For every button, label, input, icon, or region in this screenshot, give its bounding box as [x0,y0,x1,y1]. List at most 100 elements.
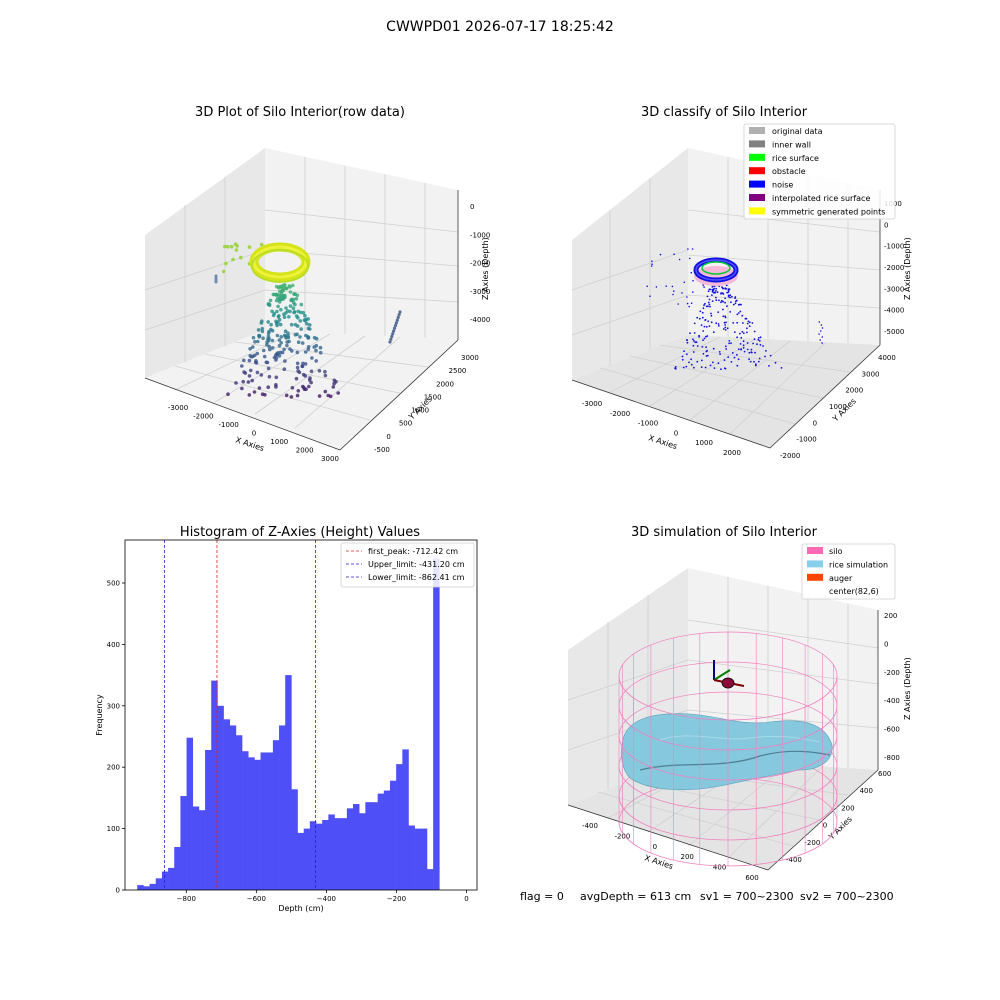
noise-point [748,358,750,361]
raw-point [255,370,260,375]
raw-point [279,341,284,345]
noise-point [818,333,820,335]
histogram-y-tick: 100 [107,825,120,833]
noise-point [736,364,739,367]
noise-point [717,311,720,313]
classify-y-tick: 1000 [829,403,847,411]
noise-point [743,350,746,353]
noise-point [745,317,748,320]
raw-point [285,343,289,348]
raw-point [293,322,298,327]
histogram-x-tick: −800 [177,895,196,903]
page-title: CWWPD01 2026-07-17 18:25:42 [386,19,614,35]
noise-point [711,286,714,288]
histogram-y-tick: 200 [107,764,120,772]
raw-point [323,369,327,374]
noise-point [702,307,705,310]
classify-x-axis [571,379,771,449]
raw-point [275,309,279,314]
legend-label: noise [772,181,793,190]
noise-point [740,336,743,339]
noise-point [707,290,710,293]
noise-point [692,351,695,353]
noise-point [698,317,701,320]
noise-point [746,322,749,325]
raw-point [392,329,396,333]
noise-point [693,366,695,369]
noise-point [712,361,714,364]
histogram-bar [211,680,218,890]
noise-point [742,322,744,324]
noise-point [736,336,738,339]
raw-point [288,304,293,308]
noise-point [700,359,703,362]
raw-z-tick: -3000 [470,288,490,296]
avg-depth-readout: avgDepth = 613 cm [580,890,691,903]
raw-point [267,336,271,341]
raw-y-tick: 1500 [424,393,442,401]
raw-point [295,332,299,337]
raw-point [289,395,294,399]
raw-point [249,368,253,373]
noise-point [757,337,760,339]
raw-point [317,369,322,373]
noise-point [705,305,708,308]
simulation-x-tick: -200 [614,832,630,840]
noise-point [693,322,696,325]
noise-point [729,294,732,297]
raw-point [290,349,294,353]
raw-point [301,310,306,315]
raw-point [269,327,273,332]
histogram-bar [334,818,341,890]
noise-point [715,296,717,299]
noise-point [724,326,727,329]
histogram-bar [309,821,317,890]
histogram-x-tick: −600 [247,895,266,903]
raw-point [306,326,311,331]
noise-point [724,367,727,370]
raw-point [280,350,285,355]
noise-point [819,330,822,332]
noise-point [719,353,721,355]
noise-point [741,314,744,317]
simulation-z-tick: 200 [884,612,897,620]
histogram-bar [168,867,175,890]
raw-point [299,327,304,331]
legend-label: symmetric generated points [772,207,885,216]
raw-x-tick: 2000 [296,447,314,455]
histogram-bar [322,820,329,890]
histogram-x-label: Depth (cm) [278,904,323,913]
raw-z-tick: 0 [470,203,474,211]
noise-point [722,328,725,330]
noise-point [710,312,712,315]
raw-point [247,374,252,378]
raw-point [328,394,333,399]
histogram-bar [198,810,206,890]
raw-point [285,309,290,313]
noise-point [780,367,783,369]
simulation-z-tick: -600 [884,726,900,734]
noise-point [715,322,718,325]
histogram-y-tick: 300 [107,702,120,710]
noise-point [768,365,770,367]
raw-y-tick: 3000 [461,354,479,362]
noise-point [686,302,689,305]
noise-point [708,303,711,306]
simulation-z-tick: -800 [884,754,900,762]
raw-point [250,378,254,383]
raw-y-tick: -500 [374,446,390,454]
histogram-bar [180,796,187,890]
raw-point [301,384,305,389]
classify-pane-left [572,148,688,380]
legend-swatch [749,207,765,215]
raw-point [282,347,286,352]
noise-point [730,361,733,363]
raw-point [306,347,311,352]
noise-point [752,342,754,345]
noise-point [692,338,694,341]
simulation-z-tick: -200 [884,669,900,677]
classify-x-tick: -1000 [638,420,658,428]
noise-point [724,324,726,326]
raw-point [274,292,279,297]
raw-point [267,344,272,349]
